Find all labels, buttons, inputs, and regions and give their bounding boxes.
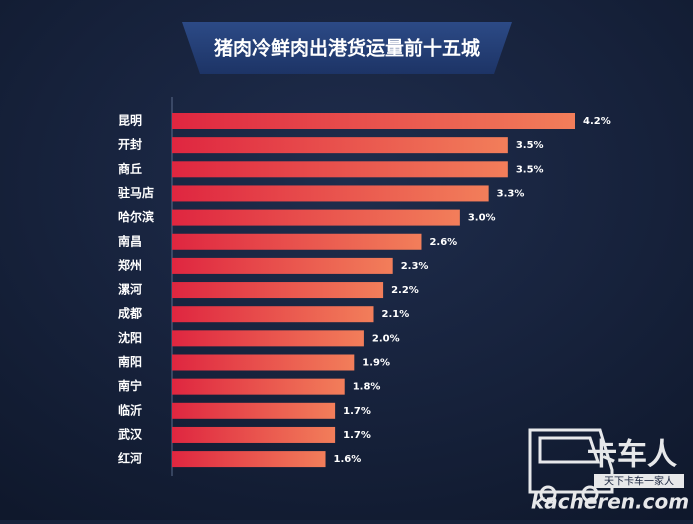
value-label: 1.7%: [343, 430, 371, 441]
y-tick-label: 昆明: [118, 114, 142, 128]
y-tick-label: 郑州: [118, 257, 142, 272]
y-tick-label: 漯河: [118, 282, 142, 297]
y-tick-label: 成都: [118, 306, 142, 321]
value-label: 3.0%: [468, 213, 496, 224]
value-label: 4.2%: [583, 116, 611, 127]
truck-wheel: [539, 485, 557, 503]
y-tick-label: 沈阳: [118, 330, 142, 345]
chart-title: 猪肉冷鲜肉出港货运量前十五城: [213, 37, 480, 60]
value-label: 2.3%: [401, 261, 429, 272]
watermark-site: kacheren.com: [531, 490, 689, 514]
bar: [172, 113, 575, 129]
value-label: 1.6%: [334, 454, 362, 465]
bar: [172, 451, 326, 468]
y-tick-label: 武汉: [118, 426, 143, 441]
value-label: 2.1%: [382, 309, 410, 320]
value-label: 3.5%: [516, 140, 544, 151]
watermark: 卡车人 天下卡车一家人 kacheren.com: [528, 428, 689, 514]
y-tick-label: 红河: [118, 451, 142, 466]
value-label: 1.8%: [353, 382, 381, 393]
y-tick-label: 临沂: [118, 402, 142, 417]
value-label: 2.2%: [391, 285, 419, 296]
slogan-box: [594, 474, 684, 488]
bar: [172, 402, 336, 419]
y-tick-label: 南昌: [118, 233, 142, 248]
title-banner: [182, 22, 512, 74]
bar: [172, 185, 489, 202]
bar: [172, 426, 336, 443]
bar: [172, 282, 384, 299]
bar: [172, 209, 460, 226]
y-tick-label: 开封: [118, 137, 142, 152]
value-label: 1.7%: [343, 406, 371, 417]
value-label: 2.6%: [429, 237, 457, 248]
bar: [172, 233, 422, 250]
y-tick-label: 南宁: [118, 378, 142, 393]
bar: [172, 330, 364, 347]
bar: [172, 354, 355, 371]
watermark-slogan: 天下卡车一家人: [604, 475, 674, 488]
value-label: 3.3%: [497, 188, 525, 199]
y-tick-label: 驻马店: [118, 185, 154, 200]
y-tick-label: 哈尔滨: [118, 209, 154, 224]
bar: [172, 161, 508, 178]
value-label: 1.9%: [362, 358, 390, 369]
y-tick-label: 商丘: [118, 161, 142, 176]
bar: [172, 137, 508, 154]
truck-wheel: [581, 485, 599, 503]
bar: [172, 257, 393, 274]
bar: [172, 306, 374, 323]
bar: [172, 378, 345, 395]
value-label: 3.5%: [516, 164, 544, 175]
watermark-brand: 卡车人: [587, 438, 677, 473]
y-tick-label: 南阳: [118, 354, 142, 369]
value-label: 2.0%: [372, 333, 400, 344]
